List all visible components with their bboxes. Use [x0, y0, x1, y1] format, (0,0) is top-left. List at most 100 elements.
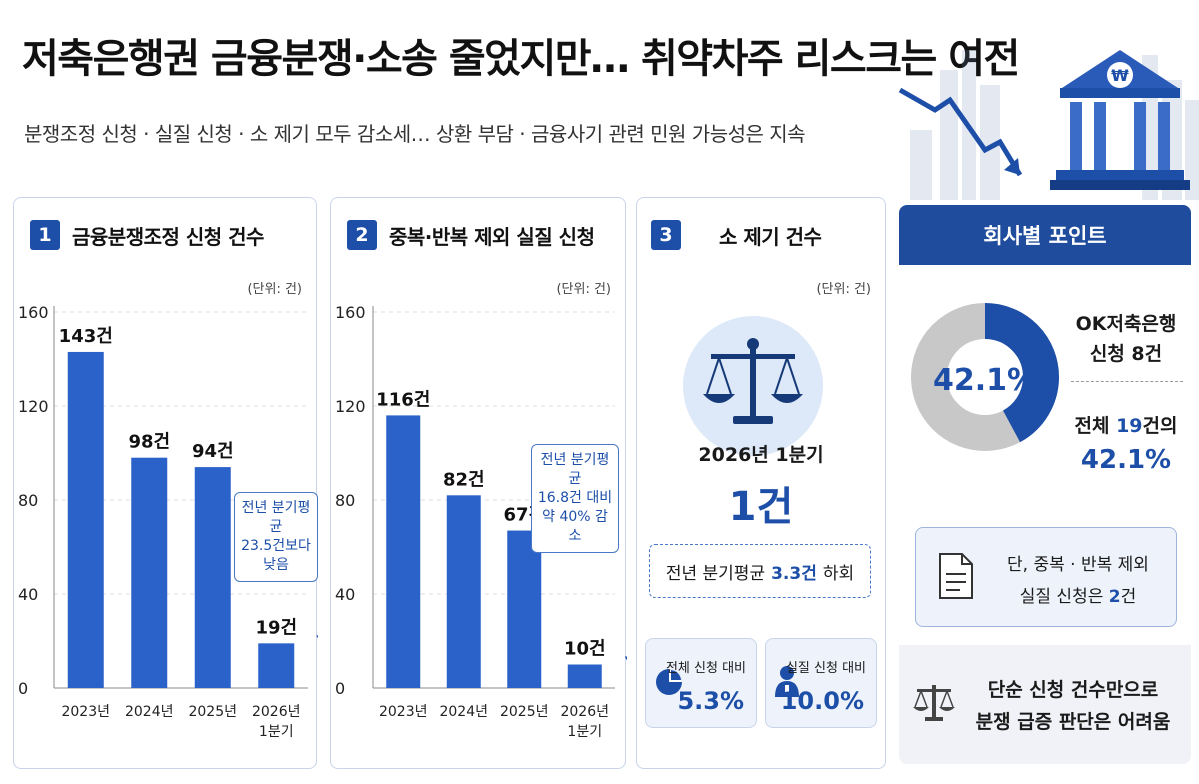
callout-line: 약 40% 감소	[542, 509, 608, 544]
card-actual-applications: 2 중복·반복 제외 실질 신청 (단위: 건) 0 40 80 120 160 116건…	[330, 197, 633, 769]
bar-value-label: 82건	[443, 469, 485, 490]
ratio-total-label: 전체 신청 대비	[665, 661, 746, 676]
bar	[446, 495, 481, 688]
x-tick-label: 2023년	[379, 704, 428, 720]
y-tick-label: 120	[335, 397, 366, 416]
y-tick-label: 0	[18, 679, 28, 698]
compare-suffix: 하회	[822, 563, 855, 584]
callout-box: 전년 분기평균 16.8건 대비 약 40% 감소	[531, 444, 619, 553]
scales-icon	[703, 338, 803, 424]
donut-company-slice	[911, 303, 1059, 451]
y-tick-label: 80	[18, 491, 38, 510]
won-symbol: ₩	[1111, 66, 1129, 85]
ratio-actual-card: 실질 신청 대비 10.0%	[765, 638, 877, 728]
y-tick-label: 80	[335, 491, 355, 510]
person-icon	[775, 666, 799, 697]
bar	[386, 415, 421, 688]
x-tick-label: 2026년	[560, 704, 609, 720]
y-tick-label: 40	[335, 585, 355, 604]
note-line2: 실질 신청은 2건	[988, 582, 1168, 607]
bar	[258, 643, 295, 688]
arrow-head	[624, 656, 633, 664]
compare-box: 전년 분기평균 3.3건 하회	[649, 544, 871, 598]
y-tick-label: 160	[18, 303, 49, 322]
card-title: 소 제기 건수	[719, 224, 822, 249]
divider	[1071, 381, 1183, 382]
x-tick-label: 2024년	[125, 704, 174, 720]
bar-chart-actual: 04080120160116건2023년82건2024년67건2025년10건2…	[335, 303, 633, 740]
x-tick-label: 2025년	[188, 704, 237, 720]
page-title: 저축은행권 금융분쟁·소송 줄었지만… 취약차주 리스크는 여전	[22, 36, 1020, 82]
card-title: 중복·반복 제외 실질 신청	[389, 224, 595, 249]
x-tick-label: 2024년	[439, 704, 488, 720]
document-icon	[939, 553, 973, 599]
total-prefix: 전체	[1074, 415, 1110, 437]
company-point-panel: 회사별 포인트 42.1% OK저축은행 신청 8건 전체 19건의 42.1%…	[899, 205, 1191, 764]
x-tick-label: 2025년	[500, 704, 549, 720]
footer-line1: 단순 신청 건수만으로	[987, 679, 1159, 701]
bar-value-label: 10건	[564, 639, 606, 660]
bar	[567, 664, 602, 688]
scales-icon	[913, 685, 955, 721]
company-name: OK저축은행	[1075, 313, 1177, 335]
ratio-actual-label: 실질 신청 대비	[785, 661, 866, 676]
total-suffix: 건의	[1142, 415, 1178, 437]
total-line: 전체 19건의	[1067, 411, 1185, 438]
arrow-head	[316, 635, 325, 643]
page-subtitle: 분쟁조정 신청 · 실질 신청 · 소 제기 모두 감소세… 상환 부담 · 금…	[24, 122, 806, 146]
note-value: 2	[1108, 587, 1121, 607]
y-tick-label: 40	[18, 585, 38, 604]
period-label: 2026년 1분기	[698, 444, 824, 466]
callout-line: 전년 분기평균	[241, 500, 311, 535]
bar	[131, 457, 168, 688]
card-number-badge: 2	[347, 220, 377, 250]
callout-line: 낮음	[263, 557, 289, 573]
compare-value: 3.3건	[771, 563, 817, 584]
note-suffix: 건	[1120, 587, 1137, 607]
card-lawsuits: 3 소 제기 건수 (단위: 건) 2026년 1분기 1건 전년 분기평균 3…	[636, 197, 886, 769]
bar	[67, 351, 104, 688]
ratio-total-value: 5.3%	[677, 687, 744, 715]
note-line1: 단, 중복 · 반복 제외	[1007, 555, 1149, 575]
total-percent: 42.1%	[1080, 445, 1172, 475]
note-box: 단, 중복 · 반복 제외 실질 신청은 2건	[915, 527, 1177, 627]
panel-header: 회사별 포인트	[899, 205, 1191, 265]
callout-box: 전년 분기평균 23.5건보다 낮음	[234, 492, 318, 582]
ratio-total-card: 전체 신청 대비 5.3%	[645, 638, 757, 728]
unit-label: (단위: 건)	[556, 282, 611, 297]
y-tick-label: 0	[335, 679, 345, 698]
callout-line: 23.5건보다	[241, 538, 311, 554]
card-dispute-applications: 1 금융분쟁조정 신청 건수 (단위: 건) 0 40 80 120 160 143건 20…	[13, 197, 325, 769]
y-tick-label: 120	[18, 397, 49, 416]
total-value: 19	[1116, 415, 1143, 437]
card-title: 금융분쟁조정 신청 건수	[72, 224, 264, 249]
bar-value-label: 94건	[192, 441, 234, 462]
bar-value-label: 116건	[376, 389, 430, 410]
unit-label: (단위: 건)	[816, 282, 871, 297]
donut-percent: 42.1%	[932, 363, 1038, 398]
unit-label: (단위: 건)	[247, 282, 302, 297]
compare-prefix: 전년 분기평균	[665, 563, 766, 584]
card-number-badge: 1	[30, 220, 60, 250]
donut-chart	[911, 303, 1059, 451]
x-tick-label: 2026년	[252, 704, 301, 720]
ratio-actual-value: 10.0%	[780, 687, 864, 715]
x-tick-label: 1분기	[567, 724, 602, 740]
bar-value-label: 98건	[128, 432, 170, 453]
lawsuit-count: 1건	[728, 484, 794, 530]
company-count: 신청 8건	[1089, 343, 1163, 365]
bank-building-icon: ₩	[898, 50, 1199, 200]
bar	[194, 467, 231, 688]
x-tick-label: 2023년	[61, 704, 110, 720]
bar-chart-dispute: 0 40 80 120 160 143건 2023년 98건 2024년 94건 2025년 19건 2…	[18, 303, 325, 740]
callout-line: 16.8건 대비	[537, 490, 613, 506]
bar-value-label: 143건	[59, 326, 113, 347]
footer-line2: 분쟁 급증 판단은 어려움	[975, 711, 1171, 733]
x-tick-label: 1분기	[259, 724, 294, 740]
pie-icon	[656, 669, 682, 695]
card-number-badge: 3	[651, 220, 681, 250]
bar-value-label: 19건	[255, 617, 297, 638]
note-prefix: 실질 신청은	[1019, 587, 1104, 607]
y-tick-label: 160	[335, 303, 366, 322]
bar	[507, 530, 542, 688]
